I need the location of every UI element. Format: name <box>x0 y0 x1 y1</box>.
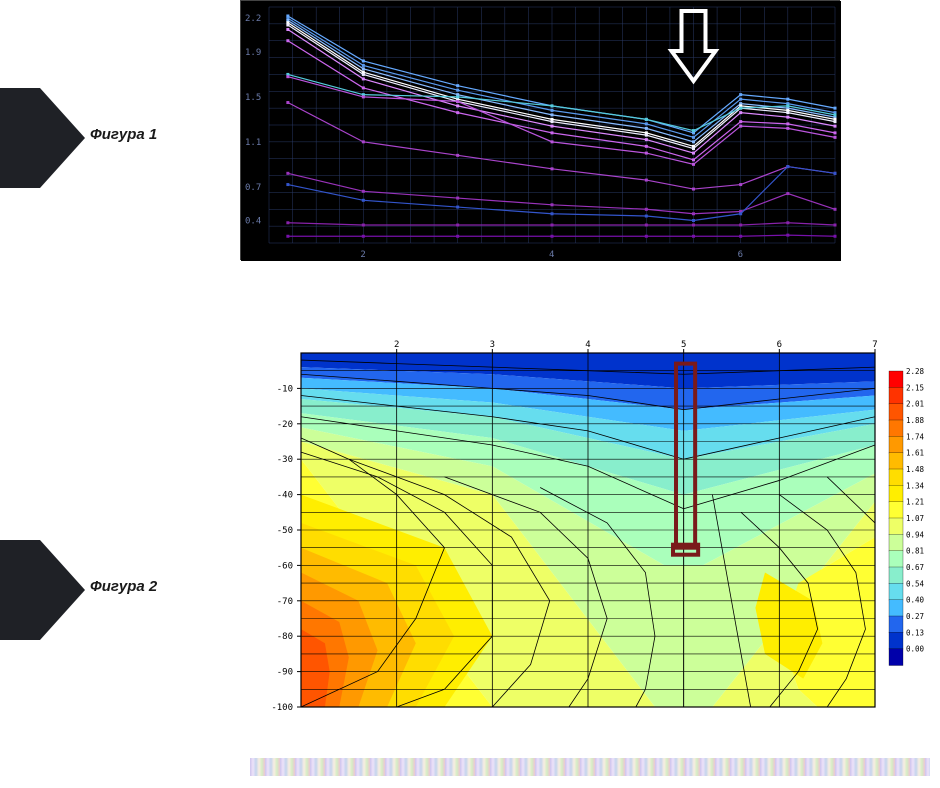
svg-text:1.1: 1.1 <box>245 138 261 148</box>
svg-text:-70: -70 <box>277 597 293 607</box>
svg-text:-80: -80 <box>277 632 293 642</box>
pentagon-shape-1 <box>0 88 90 188</box>
svg-text:1.07: 1.07 <box>906 514 924 523</box>
svg-text:6: 6 <box>738 250 743 260</box>
svg-text:1.61: 1.61 <box>906 449 924 458</box>
svg-text:1.21: 1.21 <box>906 498 924 507</box>
svg-text:1.48: 1.48 <box>906 465 925 474</box>
svg-text:0.54: 0.54 <box>906 579 925 588</box>
svg-text:7: 7 <box>872 340 877 350</box>
fig1-svg: 0.4 0.7 1.1 1.5 1.9 2.2 2 4 6 <box>241 1 841 261</box>
svg-text:-10: -10 <box>277 384 293 394</box>
svg-text:0.00: 0.00 <box>906 645 925 654</box>
svg-text:4: 4 <box>585 340 590 350</box>
fig2-caption: Фигура 2 <box>90 578 157 595</box>
pentagon-shape-2 <box>0 540 90 640</box>
svg-text:0.94: 0.94 <box>906 530 925 539</box>
svg-text:2: 2 <box>360 250 365 260</box>
svg-text:2.01: 2.01 <box>906 400 924 409</box>
svg-text:1.5: 1.5 <box>245 93 261 103</box>
svg-text:1.34: 1.34 <box>906 481 925 490</box>
fig1-label-block: Фигура 1 <box>0 88 210 188</box>
svg-text:0.4: 0.4 <box>245 217 261 227</box>
svg-text:5: 5 <box>681 340 686 350</box>
svg-text:1.9: 1.9 <box>245 48 261 58</box>
svg-text:-20: -20 <box>277 420 293 430</box>
svg-text:2.2: 2.2 <box>245 14 261 24</box>
svg-text:-60: -60 <box>277 561 293 571</box>
svg-text:4: 4 <box>549 250 554 260</box>
svg-text:-40: -40 <box>277 491 293 501</box>
svg-text:-100: -100 <box>271 703 293 713</box>
svg-text:2.15: 2.15 <box>906 383 924 392</box>
svg-text:-30: -30 <box>277 455 293 465</box>
figure-2-chart: -10 -20 -30 -40 -50 -60 -70 -80 -90 -100 2 3 4 5 6 7 2.2… <box>255 335 935 715</box>
svg-text:0.40: 0.40 <box>906 596 925 605</box>
svg-text:6: 6 <box>777 340 782 350</box>
svg-text:0.27: 0.27 <box>906 612 924 621</box>
noise-strip <box>250 758 930 776</box>
fig2-svg: -10 -20 -30 -40 -50 -60 -70 -80 -90 -100 2 3 4 5 6 7 2.2… <box>255 335 935 715</box>
svg-text:-90: -90 <box>277 668 293 678</box>
svg-text:0.67: 0.67 <box>906 563 924 572</box>
svg-text:0.81: 0.81 <box>906 547 924 556</box>
svg-text:1.74: 1.74 <box>906 432 925 441</box>
svg-text:0.13: 0.13 <box>906 628 924 637</box>
svg-text:3: 3 <box>490 340 495 350</box>
svg-text:2: 2 <box>394 340 399 350</box>
svg-text:1.88: 1.88 <box>906 416 925 425</box>
figure-1-chart: 0.4 0.7 1.1 1.5 1.9 2.2 2 4 6 <box>240 0 840 260</box>
svg-text:0.7: 0.7 <box>245 183 261 193</box>
svg-text:2.28: 2.28 <box>906 367 925 376</box>
svg-text:-50: -50 <box>277 526 293 536</box>
fig1-caption: Фигура 1 <box>90 126 157 143</box>
fig2-label-block: Фигура 2 <box>0 540 210 640</box>
